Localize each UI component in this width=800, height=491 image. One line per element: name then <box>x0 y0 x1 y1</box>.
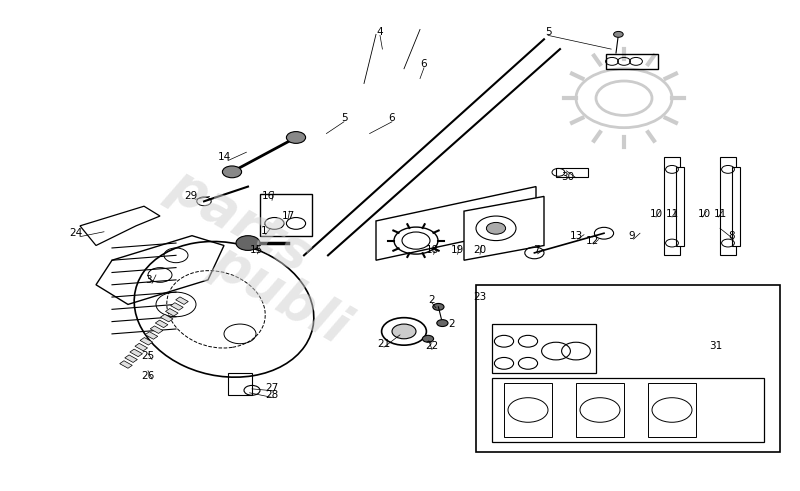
Bar <box>648 383 696 437</box>
Text: 31: 31 <box>710 341 722 351</box>
Text: 26: 26 <box>142 371 154 381</box>
Bar <box>120 361 132 368</box>
Text: 27: 27 <box>266 383 278 393</box>
Circle shape <box>486 222 506 234</box>
Text: 23: 23 <box>474 292 486 302</box>
Text: 29: 29 <box>184 191 197 201</box>
Circle shape <box>422 335 434 342</box>
Text: 6: 6 <box>421 59 427 69</box>
Text: 25: 25 <box>142 351 154 361</box>
Bar <box>130 349 142 356</box>
Bar <box>176 297 188 304</box>
Text: 7: 7 <box>533 246 539 255</box>
Text: 11: 11 <box>666 209 678 218</box>
Circle shape <box>614 31 623 37</box>
Text: 4: 4 <box>377 27 383 37</box>
Polygon shape <box>676 167 684 246</box>
Bar <box>556 168 588 177</box>
Bar <box>150 326 163 333</box>
Text: 22: 22 <box>426 341 438 351</box>
Polygon shape <box>96 236 224 304</box>
Bar <box>606 54 658 69</box>
Bar <box>155 320 168 327</box>
Text: publi: publi <box>202 235 358 355</box>
Text: parts: parts <box>159 160 321 282</box>
Text: 2: 2 <box>429 295 435 304</box>
Polygon shape <box>464 196 544 260</box>
Text: 3: 3 <box>145 275 151 285</box>
Circle shape <box>286 132 306 143</box>
Polygon shape <box>80 206 160 246</box>
Text: 1: 1 <box>261 226 267 236</box>
Text: 19: 19 <box>451 246 464 255</box>
Text: 10: 10 <box>698 209 710 218</box>
Text: 21: 21 <box>378 339 390 349</box>
Text: 11: 11 <box>714 209 726 218</box>
Text: 8: 8 <box>729 231 735 241</box>
Bar <box>476 285 780 452</box>
Circle shape <box>222 166 242 178</box>
Bar <box>166 308 178 316</box>
Bar <box>492 378 764 442</box>
Text: 24: 24 <box>70 228 82 238</box>
Text: 6: 6 <box>389 113 395 123</box>
Circle shape <box>236 236 260 250</box>
Text: 9: 9 <box>629 231 635 241</box>
Text: 2: 2 <box>449 319 455 329</box>
Text: 18: 18 <box>426 246 438 255</box>
Circle shape <box>433 303 444 310</box>
Bar <box>161 314 173 322</box>
Text: 10: 10 <box>650 209 662 218</box>
Polygon shape <box>376 187 536 260</box>
Bar <box>170 303 183 310</box>
Text: 5: 5 <box>545 27 551 37</box>
Text: 16: 16 <box>262 191 274 201</box>
Circle shape <box>392 324 416 339</box>
Bar <box>260 194 312 236</box>
Text: 20: 20 <box>474 246 486 255</box>
Bar <box>125 355 138 362</box>
Text: 14: 14 <box>218 152 230 162</box>
Text: 15: 15 <box>250 246 262 255</box>
Text: 5: 5 <box>341 113 347 123</box>
Bar <box>145 332 158 339</box>
Bar <box>228 373 252 395</box>
Bar <box>135 343 147 351</box>
Bar <box>576 383 624 437</box>
Text: 13: 13 <box>570 231 582 241</box>
Bar <box>140 337 153 345</box>
Polygon shape <box>664 157 680 255</box>
Text: 28: 28 <box>266 390 278 400</box>
Text: 12: 12 <box>586 236 598 246</box>
Text: 17: 17 <box>282 211 294 221</box>
Polygon shape <box>720 157 736 255</box>
Bar <box>504 383 552 437</box>
Text: 30: 30 <box>562 172 574 182</box>
Bar <box>492 324 596 373</box>
Circle shape <box>437 320 448 327</box>
Polygon shape <box>732 167 740 246</box>
